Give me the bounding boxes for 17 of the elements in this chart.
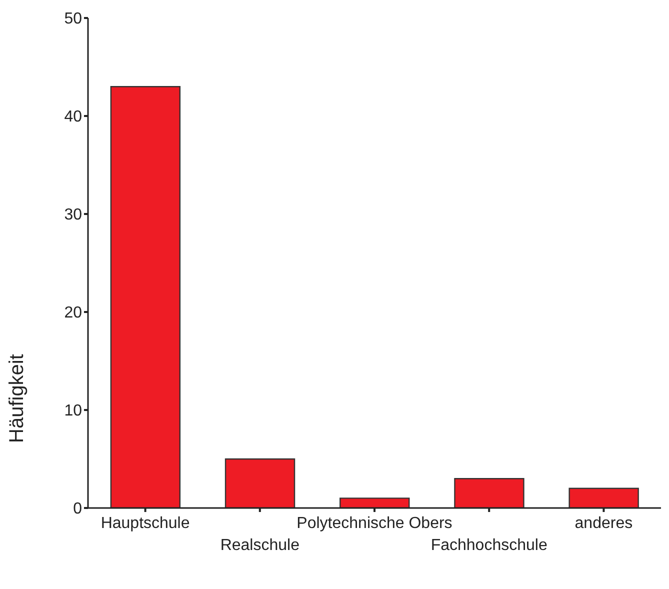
x-tick-label: Fachhochschule	[430, 537, 548, 554]
y-tick-label: 20	[64, 304, 82, 322]
x-tick-label: Hauptschule	[100, 515, 190, 532]
y-tick-label: 10	[64, 402, 82, 420]
bar	[568, 488, 639, 508]
bar	[224, 458, 296, 508]
y-axis-title: Häufigkeit	[6, 354, 28, 443]
y-tick-label: 0	[73, 500, 82, 518]
bar	[454, 478, 524, 508]
x-tick-label: anderes	[574, 515, 633, 532]
y-tick-label: 50	[64, 10, 82, 28]
x-tick-label: Realschule	[220, 537, 300, 554]
y-tick-label: 40	[64, 108, 82, 126]
bar	[340, 498, 410, 508]
y-tick-label: 30	[64, 206, 82, 224]
x-tick-label: Polytechnische Obers	[296, 515, 452, 532]
bar	[110, 86, 181, 508]
